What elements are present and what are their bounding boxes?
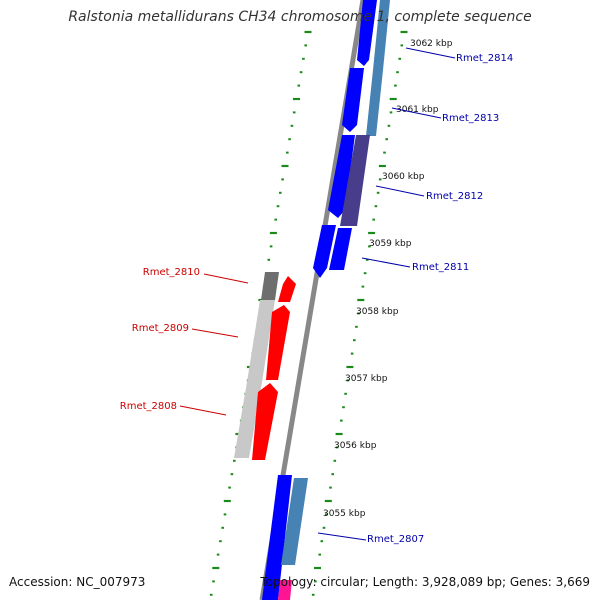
leader-line-rmet-2811	[361, 257, 411, 268]
gene-label-rmet-2813[interactable]: Rmet_2813	[442, 113, 499, 124]
scale-label: 3062 kbp	[410, 39, 453, 49]
gene-label-rmet-2809[interactable]: Rmet_2809	[132, 323, 189, 334]
gene-label-rmet-2807[interactable]: Rmet_2807	[367, 534, 424, 545]
scale-label: 3055 kbp	[323, 509, 366, 519]
scale-label: 3060 kbp	[382, 172, 425, 182]
gene-feature-rmet-2814-a[interactable]	[357, 0, 377, 66]
gene-feature-rmet-2810-red[interactable]	[278, 276, 296, 302]
gene-label-rmet-2812[interactable]: Rmet_2812	[426, 191, 483, 202]
accession-info: Accession: NC_007973	[9, 575, 146, 589]
gene-feature-rmet-2813-b[interactable]	[366, 70, 383, 136]
map-title: Ralstonia metallidurans CH34 chromosome …	[68, 9, 532, 25]
gene-feature-rmet-2812-a[interactable]	[328, 135, 355, 218]
scale-label: 3057 kbp	[345, 374, 388, 384]
gene-feature-rmet-2811-a[interactable]	[313, 225, 336, 278]
gene-feature-rmet-2813-a[interactable]	[342, 68, 364, 132]
leader-line-rmet-2807	[317, 532, 367, 541]
scale-label: 3059 kbp	[369, 239, 412, 249]
gene-label-leaders	[179, 47, 456, 541]
gene-feature-rmet-2809-gray[interactable]	[247, 300, 275, 382]
gene-feature-rmet-2814-b[interactable]	[373, 0, 390, 70]
leader-line-rmet-2812	[375, 185, 425, 197]
gene-feature-rmet-2807-b[interactable]	[281, 478, 308, 565]
scale-label: 3056 kbp	[334, 441, 377, 451]
gene-feature-rmet-2808-gray[interactable]	[234, 382, 262, 458]
scale-label: 3061 kbp	[396, 105, 439, 115]
minus-strand-track	[234, 272, 296, 460]
gene-feature-rmet-2809-red[interactable]	[266, 305, 290, 380]
scale-labels: 3062 kbp 3061 kbp 3060 kbp 3059 kbp 3058…	[323, 39, 453, 519]
leader-line-rmet-2810	[203, 273, 249, 284]
gene-feature-rmet-2807-a[interactable]	[262, 475, 292, 600]
gene-label-rmet-2808[interactable]: Rmet_2808	[120, 401, 177, 412]
gene-feature-rmet-2810-gray[interactable]	[261, 272, 279, 300]
gene-labels: Rmet_2814 Rmet_2813 Rmet_2812 Rmet_2811 …	[120, 53, 513, 545]
leader-line-rmet-2814	[405, 47, 456, 59]
topology-info: Topology: circular; Length: 3,928,089 bp…	[260, 575, 590, 589]
scale-label: 3058 kbp	[356, 307, 399, 317]
gene-label-rmet-2814[interactable]: Rmet_2814	[456, 53, 513, 64]
leader-line-rmet-2809	[191, 328, 239, 338]
gene-feature-rmet-2812-b[interactable]	[340, 135, 370, 226]
gene-feature-next-a[interactable]	[278, 580, 292, 600]
leader-line-rmet-2808	[179, 405, 227, 416]
plus-strand-track	[262, 0, 390, 600]
gene-label-rmet-2810[interactable]: Rmet_2810	[143, 267, 200, 278]
gene-feature-rmet-2811-b[interactable]	[329, 228, 352, 270]
leader-line-rmet-2813	[391, 107, 442, 119]
gene-label-rmet-2811[interactable]: Rmet_2811	[412, 262, 469, 273]
gene-feature-rmet-2808-red[interactable]	[252, 383, 278, 460]
outer-tick-axis	[311, 30, 408, 596]
